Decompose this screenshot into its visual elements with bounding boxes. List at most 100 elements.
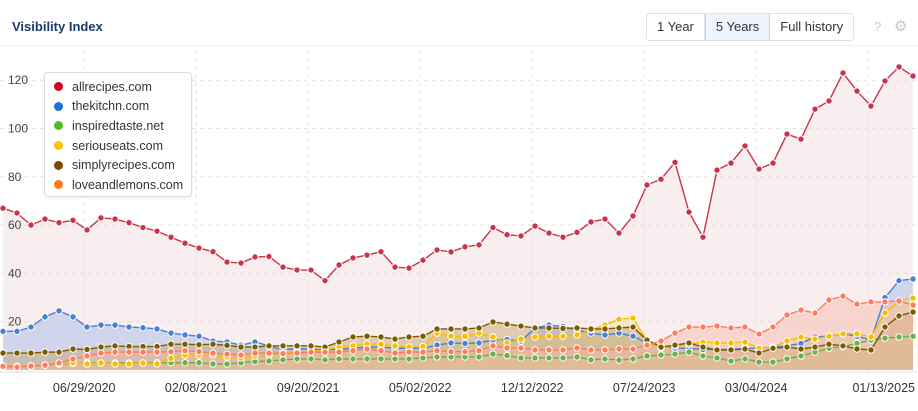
data-point-simplyrecipes.com bbox=[237, 343, 245, 351]
area-thekitchn.com bbox=[3, 278, 913, 370]
data-point-loveandlemons.com bbox=[587, 346, 595, 354]
data-point-loveandlemons.com bbox=[643, 341, 651, 349]
data-point-inspiredtaste.net bbox=[265, 357, 273, 365]
legend-item-inspiredtaste.net[interactable]: inspiredtaste.net bbox=[45, 116, 191, 136]
data-point-loveandlemons.com bbox=[27, 362, 35, 370]
data-point-allrecipes.com bbox=[559, 233, 567, 241]
data-point-loveandlemons.com bbox=[909, 301, 917, 309]
data-point-loveandlemons.com bbox=[895, 297, 903, 305]
data-point-seriouseats.com bbox=[139, 359, 147, 367]
data-point-loveandlemons.com bbox=[83, 352, 91, 360]
data-point-simplyrecipes.com bbox=[419, 332, 427, 340]
data-point-loveandlemons.com bbox=[195, 347, 203, 356]
data-point-loveandlemons.com bbox=[223, 350, 231, 358]
legend-item-allrecipes.com[interactable]: allrecipes.com bbox=[45, 77, 191, 97]
data-point-inspiredtaste.net bbox=[503, 351, 511, 360]
data-point-thekitchn.com bbox=[181, 331, 189, 339]
data-point-allrecipes.com bbox=[447, 248, 455, 256]
data-point-allrecipes.com bbox=[811, 105, 819, 113]
x-tick-label: 09/20/2021 bbox=[277, 381, 340, 395]
y-tick-label: 100 bbox=[8, 122, 28, 136]
data-point-loveandlemons.com bbox=[433, 346, 441, 355]
data-point-allrecipes.com bbox=[181, 239, 189, 247]
area-inspiredtaste.net bbox=[3, 336, 913, 370]
data-point-simplyrecipes.com bbox=[755, 349, 763, 357]
help-icon[interactable]: ? bbox=[874, 19, 882, 34]
data-point-loveandlemons.com bbox=[531, 346, 539, 354]
legend-label: loveandlemons.com bbox=[72, 177, 184, 192]
data-point-inspiredtaste.net bbox=[559, 354, 567, 362]
data-point-simplyrecipes.com bbox=[713, 346, 721, 354]
data-point-simplyrecipes.com bbox=[167, 340, 175, 348]
data-point-allrecipes.com bbox=[797, 135, 805, 143]
data-point-simplyrecipes.com bbox=[69, 345, 77, 353]
data-point-seriouseats.com bbox=[447, 332, 455, 340]
data-point-inspiredtaste.net bbox=[881, 334, 889, 342]
data-point-allrecipes.com bbox=[909, 72, 917, 80]
gear-icon[interactable]: ⚙ bbox=[894, 18, 908, 35]
data-point-loveandlemons.com bbox=[181, 346, 189, 355]
data-point-allrecipes.com bbox=[755, 165, 763, 173]
data-point-allrecipes.com bbox=[69, 216, 77, 224]
data-point-simplyrecipes.com bbox=[853, 345, 861, 353]
data-point-simplyrecipes.com bbox=[839, 342, 847, 350]
legend-item-loveandlemons.com[interactable]: loveandlemons.com bbox=[45, 175, 191, 195]
data-point-seriouseats.com bbox=[391, 342, 399, 350]
data-point-allrecipes.com bbox=[223, 258, 231, 266]
data-point-thekitchn.com bbox=[111, 321, 119, 329]
data-point-simplyrecipes.com bbox=[209, 340, 217, 348]
data-point-allrecipes.com bbox=[209, 247, 217, 256]
data-point-loveandlemons.com bbox=[741, 323, 749, 331]
data-point-inspiredtaste.net bbox=[629, 355, 637, 363]
data-point-allrecipes.com bbox=[27, 221, 35, 229]
data-point-inspiredtaste.net bbox=[615, 356, 623, 364]
data-point-seriouseats.com bbox=[839, 330, 847, 338]
data-point-loveandlemons.com bbox=[797, 306, 805, 314]
x-tick-label: 05/02/2022 bbox=[389, 381, 452, 395]
data-point-loveandlemons.com bbox=[447, 347, 455, 356]
data-point-allrecipes.com bbox=[321, 276, 329, 285]
legend-item-simplyrecipes.com[interactable]: simplyrecipes.com bbox=[45, 155, 191, 175]
data-point-loveandlemons.com bbox=[69, 355, 77, 363]
data-point-simplyrecipes.com bbox=[55, 348, 63, 356]
data-point-allrecipes.com bbox=[643, 181, 651, 189]
time-range-toggle: 1 Year 5 Years Full history bbox=[646, 13, 855, 41]
data-point-allrecipes.com bbox=[405, 264, 413, 272]
data-point-inspiredtaste.net bbox=[671, 350, 679, 358]
data-point-seriouseats.com bbox=[531, 333, 539, 341]
data-point-inspiredtaste.net bbox=[769, 358, 777, 366]
range-full-history-button[interactable]: Full history bbox=[770, 14, 854, 40]
legend-label: inspiredtaste.net bbox=[72, 118, 164, 133]
data-point-simplyrecipes.com bbox=[699, 343, 707, 351]
range-5-years-button[interactable]: 5 Years bbox=[704, 14, 771, 40]
data-point-inspiredtaste.net bbox=[405, 355, 413, 363]
data-point-loveandlemons.com bbox=[97, 349, 105, 357]
data-point-simplyrecipes.com bbox=[797, 345, 805, 353]
data-point-seriouseats.com bbox=[489, 333, 497, 341]
legend-item-thekitchn.com[interactable]: thekitchn.com bbox=[45, 97, 191, 117]
data-point-allrecipes.com bbox=[293, 266, 301, 274]
data-point-inspiredtaste.net bbox=[587, 356, 595, 364]
legend-item-seriouseats.com[interactable]: seriouseats.com bbox=[45, 136, 191, 156]
data-point-seriouseats.com bbox=[825, 332, 833, 340]
data-point-loveandlemons.com bbox=[13, 363, 21, 371]
data-point-loveandlemons.com bbox=[279, 349, 287, 358]
data-point-simplyrecipes.com bbox=[195, 340, 203, 349]
data-point-thekitchn.com bbox=[461, 339, 469, 348]
data-point-loveandlemons.com bbox=[671, 329, 679, 337]
data-point-inspiredtaste.net bbox=[279, 356, 287, 364]
data-point-simplyrecipes.com bbox=[825, 340, 833, 348]
data-point-simplyrecipes.com bbox=[181, 340, 189, 348]
data-point-seriouseats.com bbox=[713, 339, 721, 347]
data-point-inspiredtaste.net bbox=[741, 355, 749, 363]
legend-dot-icon bbox=[54, 141, 63, 151]
data-point-seriouseats.com bbox=[517, 335, 525, 343]
data-point-simplyrecipes.com bbox=[573, 324, 581, 332]
data-point-loveandlemons.com bbox=[755, 330, 763, 338]
data-point-allrecipes.com bbox=[433, 246, 441, 254]
data-point-loveandlemons.com bbox=[713, 322, 721, 330]
data-point-simplyrecipes.com bbox=[461, 325, 469, 333]
data-point-thekitchn.com bbox=[167, 329, 175, 337]
data-point-thekitchn.com bbox=[909, 275, 917, 283]
range-1-year-button[interactable]: 1 Year bbox=[647, 14, 705, 40]
